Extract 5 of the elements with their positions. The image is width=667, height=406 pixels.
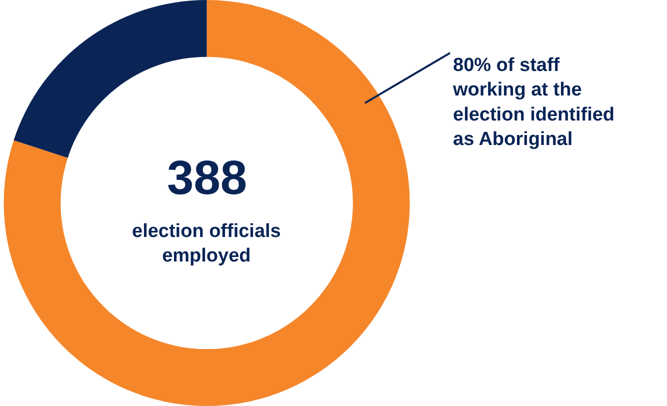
text: 388: [167, 152, 248, 205]
donut-slice: [14, 0, 207, 158]
text: 80% of staff working at the election identified as Aboriginal: [452, 55, 615, 150]
text: election officials employed: [132, 221, 281, 267]
donut-slice: [4, 0, 410, 406]
